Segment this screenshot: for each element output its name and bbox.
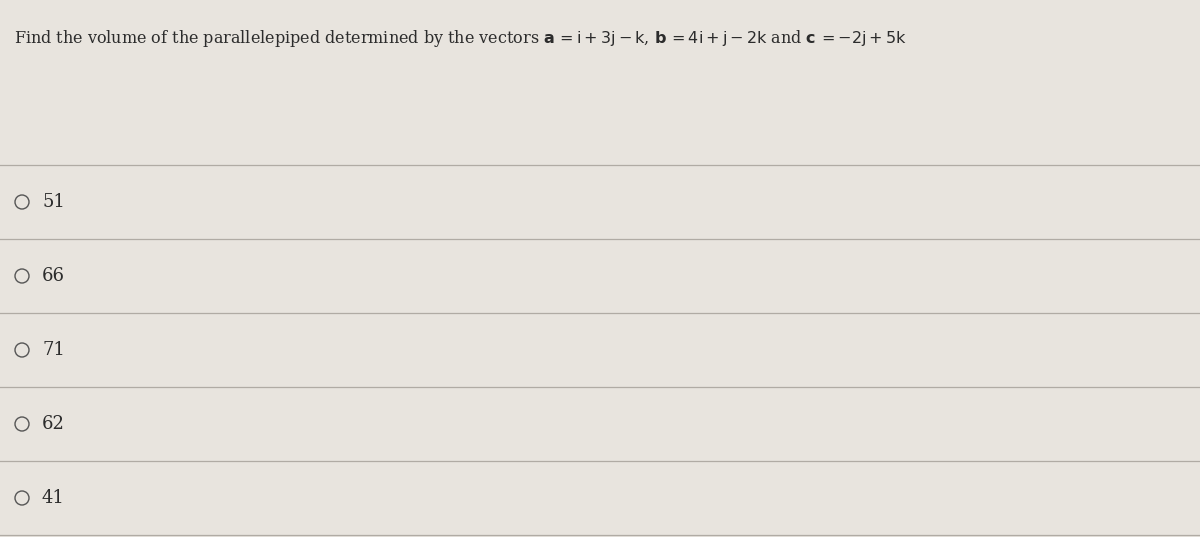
Text: 41: 41 — [42, 489, 65, 507]
Text: 71: 71 — [42, 341, 65, 359]
Text: 62: 62 — [42, 415, 65, 433]
Text: 51: 51 — [42, 193, 65, 211]
Text: Find the volume of the parallelepiped determined by the vectors $\mathbf{a}$$\,=: Find the volume of the parallelepiped de… — [14, 28, 907, 49]
Text: 66: 66 — [42, 267, 65, 285]
